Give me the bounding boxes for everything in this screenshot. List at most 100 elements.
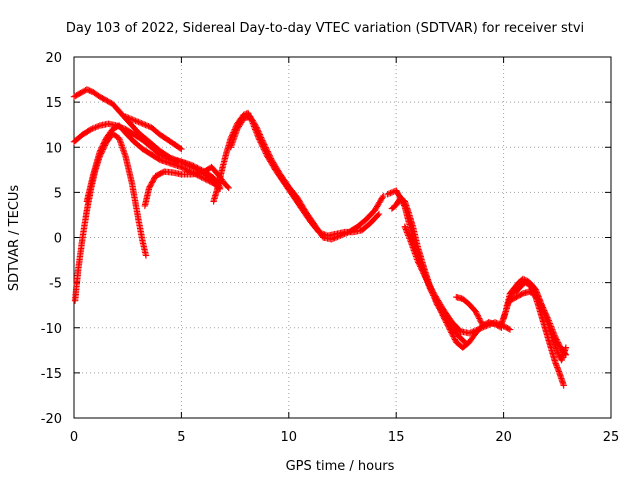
- x-tick-label: 20: [495, 430, 512, 445]
- data-point: [455, 341, 457, 343]
- data-point: [92, 173, 94, 175]
- data-point: [408, 213, 410, 215]
- data-point: [554, 361, 556, 363]
- data-point: [477, 329, 479, 331]
- data-point: [142, 123, 144, 125]
- y-tick-label: 0: [54, 232, 62, 247]
- data-point: [226, 152, 227, 154]
- data-point: [243, 114, 245, 116]
- x-tick-label: 0: [70, 430, 78, 445]
- grid-layer: [74, 57, 611, 418]
- data-point: [118, 110, 120, 112]
- data-point: [314, 224, 316, 226]
- data-point: [425, 278, 427, 280]
- data-point: [112, 103, 114, 105]
- data-point: [79, 92, 81, 94]
- data-point: [145, 255, 147, 256]
- data-point: [73, 141, 75, 143]
- data-point: [475, 311, 477, 312]
- data-point: [228, 187, 230, 189]
- series-track-h: [227, 113, 387, 243]
- data-point: [118, 125, 120, 127]
- data-point: [112, 128, 114, 130]
- y-tick-label: 15: [45, 96, 62, 111]
- data-point: [105, 99, 107, 101]
- data-point: [524, 282, 526, 284]
- data-point: [217, 186, 219, 188]
- data-point: [361, 229, 363, 231]
- y-tick-label: 5: [54, 186, 62, 201]
- data-point: [125, 116, 127, 118]
- data-point: [374, 209, 376, 211]
- data-point: [443, 309, 444, 311]
- data-point: [507, 303, 509, 305]
- data-point: [511, 293, 513, 294]
- data-point: [535, 294, 537, 296]
- data-point: [561, 348, 563, 350]
- series-track-c: [71, 130, 150, 304]
- data-point: [481, 323, 483, 325]
- data-point: [404, 226, 406, 228]
- data-point: [86, 89, 88, 90]
- data-point: [369, 222, 371, 224]
- y-tick-label: -15: [41, 367, 62, 382]
- data-point: [73, 96, 75, 98]
- data-point: [191, 173, 193, 175]
- data-point: [137, 218, 139, 220]
- data-point: [125, 132, 127, 134]
- series-track-j: [388, 194, 471, 348]
- data-point: [296, 197, 298, 199]
- series-markers: [453, 293, 486, 328]
- data-point: [561, 359, 563, 361]
- chart-title: Day 103 of 2022, Sidereal Day-to-day VTE…: [66, 21, 584, 36]
- data-point: [105, 137, 107, 139]
- data-point: [86, 200, 88, 202]
- data-point: [90, 128, 92, 130]
- data-point: [142, 139, 144, 141]
- data-point: [305, 211, 307, 213]
- data-point: [131, 125, 133, 127]
- data-point: [159, 150, 161, 152]
- data-point: [449, 329, 451, 331]
- y-tick-label: 10: [45, 141, 62, 156]
- data-point: [541, 318, 543, 320]
- data-point: [133, 141, 135, 143]
- data-point: [159, 154, 161, 155]
- data-point: [348, 231, 350, 233]
- data-point: [236, 128, 238, 130]
- data-point: [548, 320, 550, 321]
- data-point: [554, 336, 556, 338]
- data-point: [170, 141, 172, 143]
- data-point: [180, 173, 182, 175]
- data-point: [223, 182, 225, 184]
- data-point: [357, 226, 358, 228]
- data-point: [522, 278, 524, 280]
- data-point: [382, 195, 384, 197]
- x-tick-label: 5: [177, 430, 185, 445]
- data-point: [86, 209, 88, 211]
- data-point: [513, 287, 515, 289]
- data-point: [159, 134, 161, 136]
- data-point: [163, 171, 165, 173]
- data-point: [170, 163, 172, 164]
- data-point: [451, 321, 453, 323]
- data-point: [213, 200, 215, 202]
- data-point: [150, 146, 152, 148]
- series-markers: [227, 113, 387, 243]
- data-point: [82, 134, 84, 136]
- series-markers: [71, 130, 150, 304]
- data-point: [552, 339, 554, 341]
- data-point: [460, 330, 462, 332]
- data-point: [550, 347, 552, 349]
- data-point: [410, 242, 412, 244]
- data-point: [556, 350, 558, 352]
- data-point: [516, 296, 517, 298]
- series-track-d: [83, 122, 224, 205]
- data-point: [516, 291, 517, 293]
- data-point: [417, 260, 419, 262]
- y-axis-title: SDTVAR / TECUs: [7, 185, 22, 292]
- data-point: [455, 296, 457, 298]
- data-point: [133, 134, 135, 136]
- data-point: [247, 112, 249, 114]
- data-point: [455, 332, 457, 334]
